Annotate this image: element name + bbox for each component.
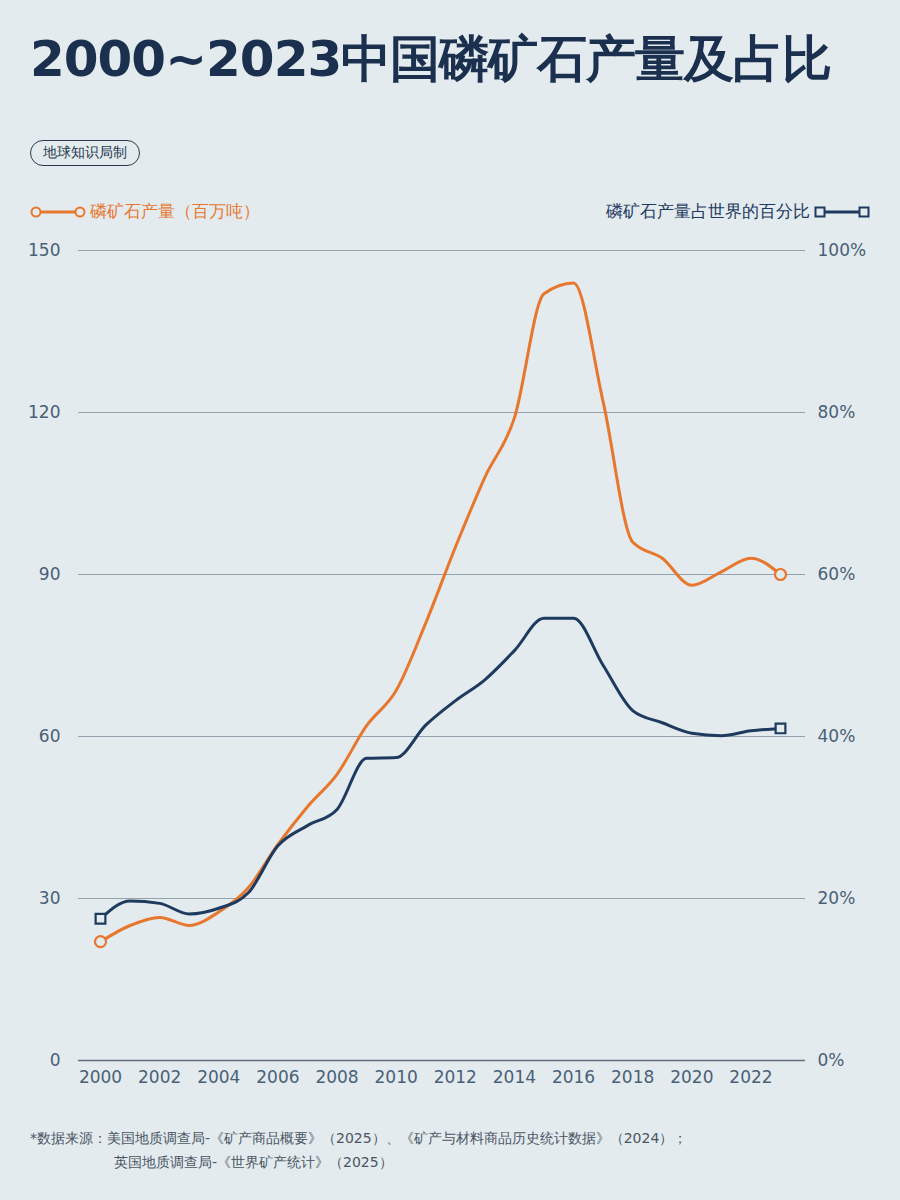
svg-text:120: 120 [28,402,60,422]
svg-text:2004: 2004 [197,1067,240,1087]
svg-text:60%: 60% [818,564,856,584]
svg-text:20%: 20% [818,888,856,908]
svg-text:2012: 2012 [434,1067,477,1087]
svg-text:40%: 40% [818,726,856,746]
svg-text:0: 0 [50,1050,61,1070]
svg-text:2010: 2010 [375,1067,418,1087]
svg-text:100%: 100% [818,240,867,260]
svg-text:2022: 2022 [729,1067,772,1087]
svg-text:2008: 2008 [315,1067,358,1087]
svg-text:2014: 2014 [493,1067,536,1087]
svg-text:2018: 2018 [611,1067,654,1087]
html-text:2000~2023中国磷矿石产量及占比: 2000~2023中国磷矿石产量及占比 [30,30,832,88]
html-text:*数据来源：美国地质调查局-《矿产商品概要》（2025）、《: *数据来源：美国地质调查局-《矿产商品概要》（2025）、《矿产与材料商品历史统… [30,1130,688,1146]
html-text:英国地质调查局-《世界矿产统计》（2025）: 英国地质调查局-《世界矿产统计》（2025） [114,1154,393,1170]
svg-text:2016: 2016 [552,1067,595,1087]
svg-text:2020: 2020 [670,1067,713,1087]
html-text:磷矿石产量占世界的百分比: 磷矿石产量占世界的百分比 [606,201,810,221]
svg-text:0%: 0% [818,1050,845,1070]
html-text:地球知识局制: 地球知识局制 [43,144,127,160]
html-text:磷矿石产量（百万吨）: 磷矿石产量（百万吨） [90,201,260,221]
svg-text:80%: 80% [818,402,856,422]
svg-text:30: 30 [39,888,61,908]
svg-text:2002: 2002 [138,1067,181,1087]
svg-text:90: 90 [39,564,61,584]
svg-text:150: 150 [28,240,60,260]
svg-text:2000: 2000 [79,1067,122,1087]
svg-text:2006: 2006 [256,1067,299,1087]
svg-text:60: 60 [39,726,61,746]
